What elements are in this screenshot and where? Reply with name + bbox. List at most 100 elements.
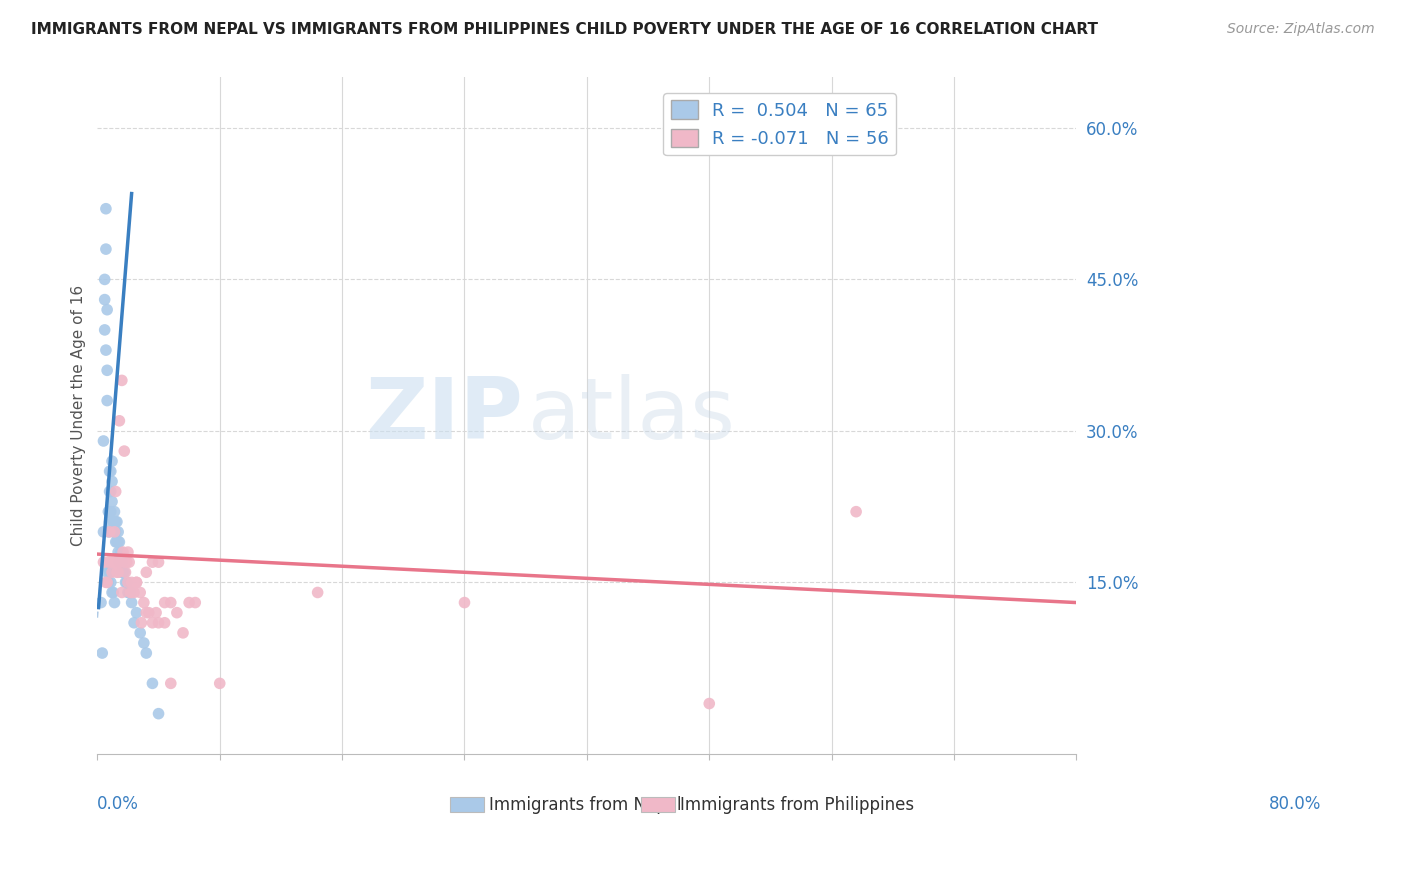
Point [108,555,131,569]
Text: Immigrants from Philippines: Immigrants from Philippines [681,796,914,814]
Point [125,575,148,590]
Point [118,555,141,569]
Point [110,545,132,559]
Point [172,625,194,640]
Point [120,585,142,599]
Point [98,464,121,478]
Point [97,505,120,519]
Point [108,555,131,569]
Point [100,464,122,478]
Point [104,535,127,549]
Point [307,585,329,599]
Point [93,272,115,286]
Point [135,566,157,580]
Point [114,575,136,590]
Point [100,484,122,499]
Point [94,202,117,216]
Point [141,676,163,690]
Point [98,484,121,499]
Point [94,343,117,357]
Point [108,414,131,428]
Point [104,555,127,569]
Point [453,596,475,610]
Point [114,566,136,580]
Point [96,575,118,590]
Point [179,596,201,610]
Point [103,515,125,529]
Point [125,575,148,590]
Point [103,524,125,539]
Point [97,524,120,539]
Point [118,585,141,599]
Point [105,515,128,529]
Text: IMMIGRANTS FROM NEPAL VS IMMIGRANTS FROM PHILIPPINES CHILD POVERTY UNDER THE AGE: IMMIGRANTS FROM NEPAL VS IMMIGRANTS FROM… [31,22,1098,37]
Point [184,596,207,610]
Point [111,373,134,387]
Point [111,555,134,569]
Point [148,706,170,721]
Point [104,524,127,539]
Point [129,625,152,640]
Point [153,615,176,630]
Point [132,636,155,650]
Point [697,697,720,711]
Point [97,555,120,569]
Point [101,566,124,580]
Point [93,524,115,539]
Point [125,606,148,620]
Point [110,555,132,569]
Point [107,524,129,539]
Point [115,555,138,569]
FancyBboxPatch shape [450,797,484,812]
Point [111,566,134,580]
Point [103,585,125,599]
Text: Source: ZipAtlas.com: Source: ZipAtlas.com [1227,22,1375,37]
Text: Immigrants from Nepal: Immigrants from Nepal [489,796,682,814]
Point [105,535,128,549]
Point [112,555,135,569]
Legend: R =  0.504   N = 65, R = -0.071   N = 56: R = 0.504 N = 65, R = -0.071 N = 56 [664,94,896,155]
Point [110,555,132,569]
Point [98,524,121,539]
Y-axis label: Child Poverty Under the Age of 16: Child Poverty Under the Age of 16 [72,285,86,546]
Point [107,545,129,559]
Point [90,596,112,610]
Point [117,585,139,599]
Point [101,475,124,489]
Point [104,515,127,529]
Point [103,524,125,539]
Point [112,566,135,580]
Point [117,575,139,590]
Text: ZIP: ZIP [366,375,523,458]
Point [96,393,118,408]
Point [93,555,115,569]
Point [111,585,134,599]
Point [98,566,121,580]
Point [107,566,129,580]
Point [104,484,127,499]
Point [153,596,176,610]
Point [101,454,124,468]
Point [117,545,139,559]
Point [103,555,125,569]
Point [135,646,157,660]
Point [112,566,135,580]
Point [100,575,122,590]
Point [121,575,143,590]
Point [103,524,125,539]
Point [159,676,181,690]
Point [93,323,115,337]
Point [93,293,115,307]
FancyBboxPatch shape [641,797,675,812]
Point [97,575,120,590]
Text: 0.0%: 0.0% [97,795,139,813]
Point [100,505,122,519]
Point [94,575,117,590]
Point [112,444,135,458]
Point [129,585,152,599]
Point [141,555,163,569]
Point [135,606,157,620]
Point [145,606,167,620]
Point [845,505,868,519]
Point [105,566,128,580]
